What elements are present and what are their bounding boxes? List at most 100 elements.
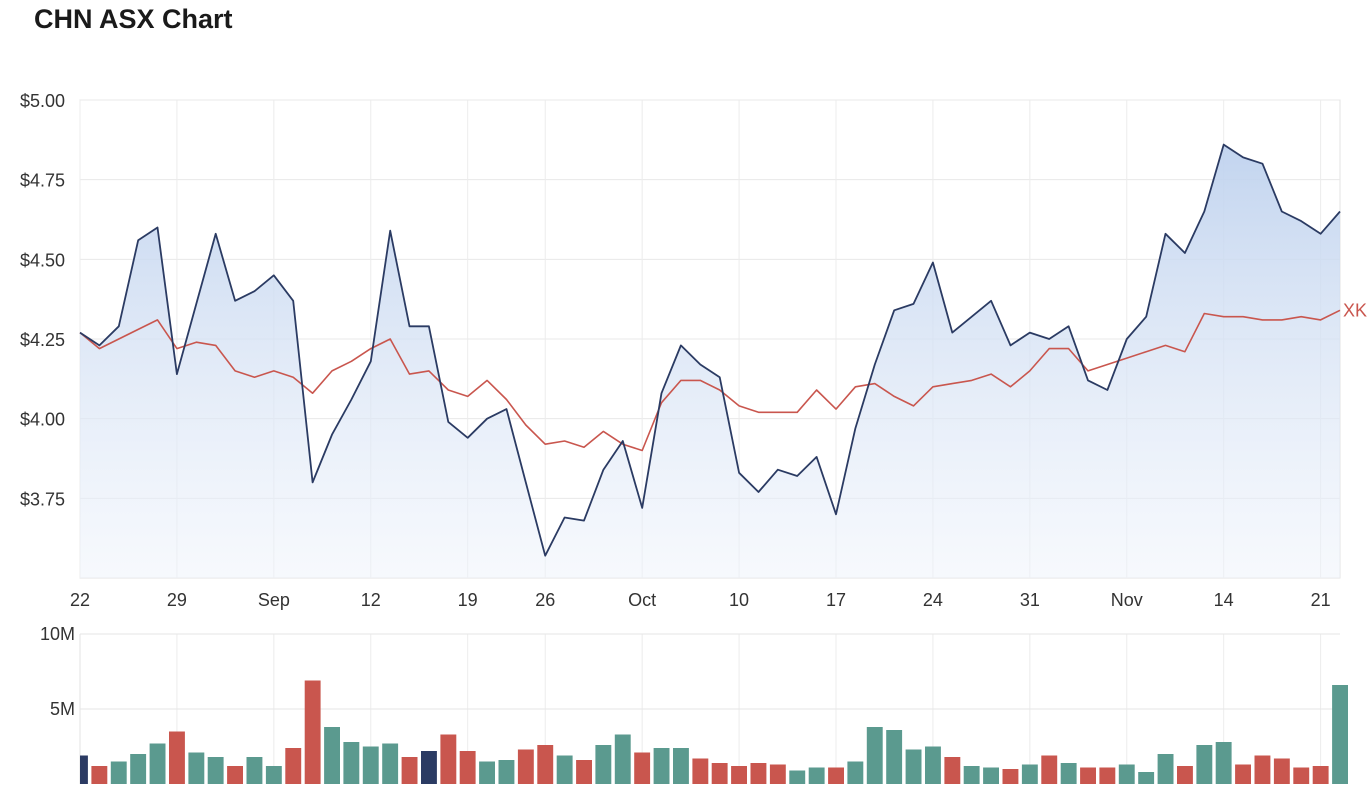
- volume-bar: [808, 767, 825, 784]
- volume-bar: [498, 760, 515, 784]
- xtick-label: 31: [1020, 590, 1040, 610]
- volume-bar: [1099, 767, 1116, 784]
- price-area-fill: [80, 144, 1340, 578]
- volume-bar: [653, 748, 670, 784]
- volume-bar: [1312, 766, 1329, 784]
- volume-bar: [866, 727, 883, 784]
- volume-bar: [285, 748, 302, 784]
- volume-bar: [905, 749, 922, 784]
- volume-bar: [711, 763, 728, 784]
- volume-bar: [634, 752, 651, 784]
- volume-bar: [401, 757, 418, 784]
- xtick-label: 26: [535, 590, 555, 610]
- volume-bar: [944, 757, 961, 784]
- volume-bar: [963, 766, 980, 784]
- index-series-line: [79, 309, 1341, 452]
- xtick-label: Nov: [1111, 590, 1143, 610]
- volume-bar: [1273, 758, 1290, 784]
- volume-bar: [91, 766, 108, 784]
- volume-bar: [1021, 764, 1038, 784]
- volume-bar: [1157, 754, 1174, 784]
- index-layer: XK: [79, 300, 1367, 452]
- volume-bar: [246, 757, 263, 784]
- volume-bar: [440, 734, 457, 784]
- volume-bar: [1080, 767, 1096, 784]
- volume-bar: [110, 761, 127, 784]
- chart-title: CHN ASX Chart: [34, 4, 233, 34]
- volume-bar: [731, 766, 747, 784]
- price-ytick-label: $4.50: [20, 250, 65, 270]
- volume-bar: [324, 727, 340, 784]
- price-ytick-label: $3.75: [20, 489, 65, 509]
- volume-bar: [80, 755, 88, 784]
- volume-bar: [595, 745, 612, 784]
- volume-bar: [886, 730, 903, 784]
- volume-bar: [769, 764, 786, 784]
- volume-bar: [828, 767, 844, 784]
- volume-bar: [1293, 767, 1310, 784]
- volume-bar: [517, 749, 534, 784]
- xtick-label: Sep: [258, 590, 290, 610]
- price-line-layer: [79, 143, 1341, 557]
- volume-bar: [188, 752, 205, 784]
- volume-bar: [556, 755, 573, 784]
- volume-bar: [1118, 764, 1135, 784]
- index-series-label: XK: [1343, 300, 1367, 320]
- volume-bar: [382, 743, 399, 784]
- volume-bar: [459, 751, 476, 784]
- price-area: [80, 144, 1340, 578]
- volume-bar: [343, 742, 360, 784]
- volume-bar: [304, 680, 321, 784]
- axis-labels: $5.00 $4.75 $4.50 $4.25 $4.00 $3.75 22 29 Sep 12 1…: [20, 91, 1331, 719]
- volume-bar: [673, 748, 689, 784]
- volume-ytick-label: 10M: [40, 624, 75, 644]
- volume-bar: [1041, 755, 1058, 784]
- price-series-line: [79, 143, 1341, 557]
- volume-bar: [207, 757, 224, 784]
- volume-bar: [847, 761, 864, 784]
- xtick-label: 10: [729, 590, 749, 610]
- volume-bar: [362, 746, 379, 784]
- xtick-label: 24: [923, 590, 943, 610]
- volume-bar: [227, 766, 243, 784]
- volume-bar: [925, 746, 941, 784]
- volume-grid: [79, 633, 1340, 784]
- price-ytick-label: $5.00: [20, 91, 65, 111]
- volume-bar: [149, 743, 166, 784]
- volume-bar: [750, 763, 767, 784]
- xtick-label: 17: [826, 590, 846, 610]
- volume-bar: [1002, 769, 1019, 784]
- volume-bar: [479, 761, 495, 784]
- volume-bar: [1254, 755, 1271, 784]
- volume-bar: [421, 751, 437, 784]
- volume-bar: [1060, 763, 1077, 784]
- volume-bar: [789, 770, 806, 784]
- volume-bar: [1138, 772, 1155, 784]
- volume-bar: [1196, 745, 1213, 784]
- volume-bar: [1332, 685, 1348, 784]
- xtick-label: Oct: [628, 590, 656, 610]
- volume-bar: [1177, 766, 1193, 784]
- xtick-label: 19: [458, 590, 478, 610]
- xtick-label: 12: [361, 590, 381, 610]
- volume-ytick-label: 5M: [50, 699, 75, 719]
- price-ytick-label: $4.00: [20, 410, 65, 430]
- price-ytick-label: $4.25: [20, 330, 65, 350]
- volume-bar: [169, 731, 185, 784]
- xtick-label: 29: [167, 590, 187, 610]
- volume-bars: [80, 680, 1348, 784]
- xtick-label: 14: [1214, 590, 1234, 610]
- volume-bar: [1235, 764, 1251, 784]
- xtick-label: 22: [70, 590, 90, 610]
- volume-bar: [983, 767, 999, 784]
- price-ytick-label: $4.75: [20, 171, 65, 191]
- volume-bar: [576, 760, 592, 784]
- volume-bar: [130, 754, 147, 784]
- volume-bar: [537, 745, 554, 784]
- volume-bar: [265, 766, 282, 784]
- volume-bar: [614, 734, 631, 784]
- volume-bar: [1215, 742, 1232, 784]
- xtick-label: 21: [1311, 590, 1331, 610]
- volume-bar: [692, 758, 709, 784]
